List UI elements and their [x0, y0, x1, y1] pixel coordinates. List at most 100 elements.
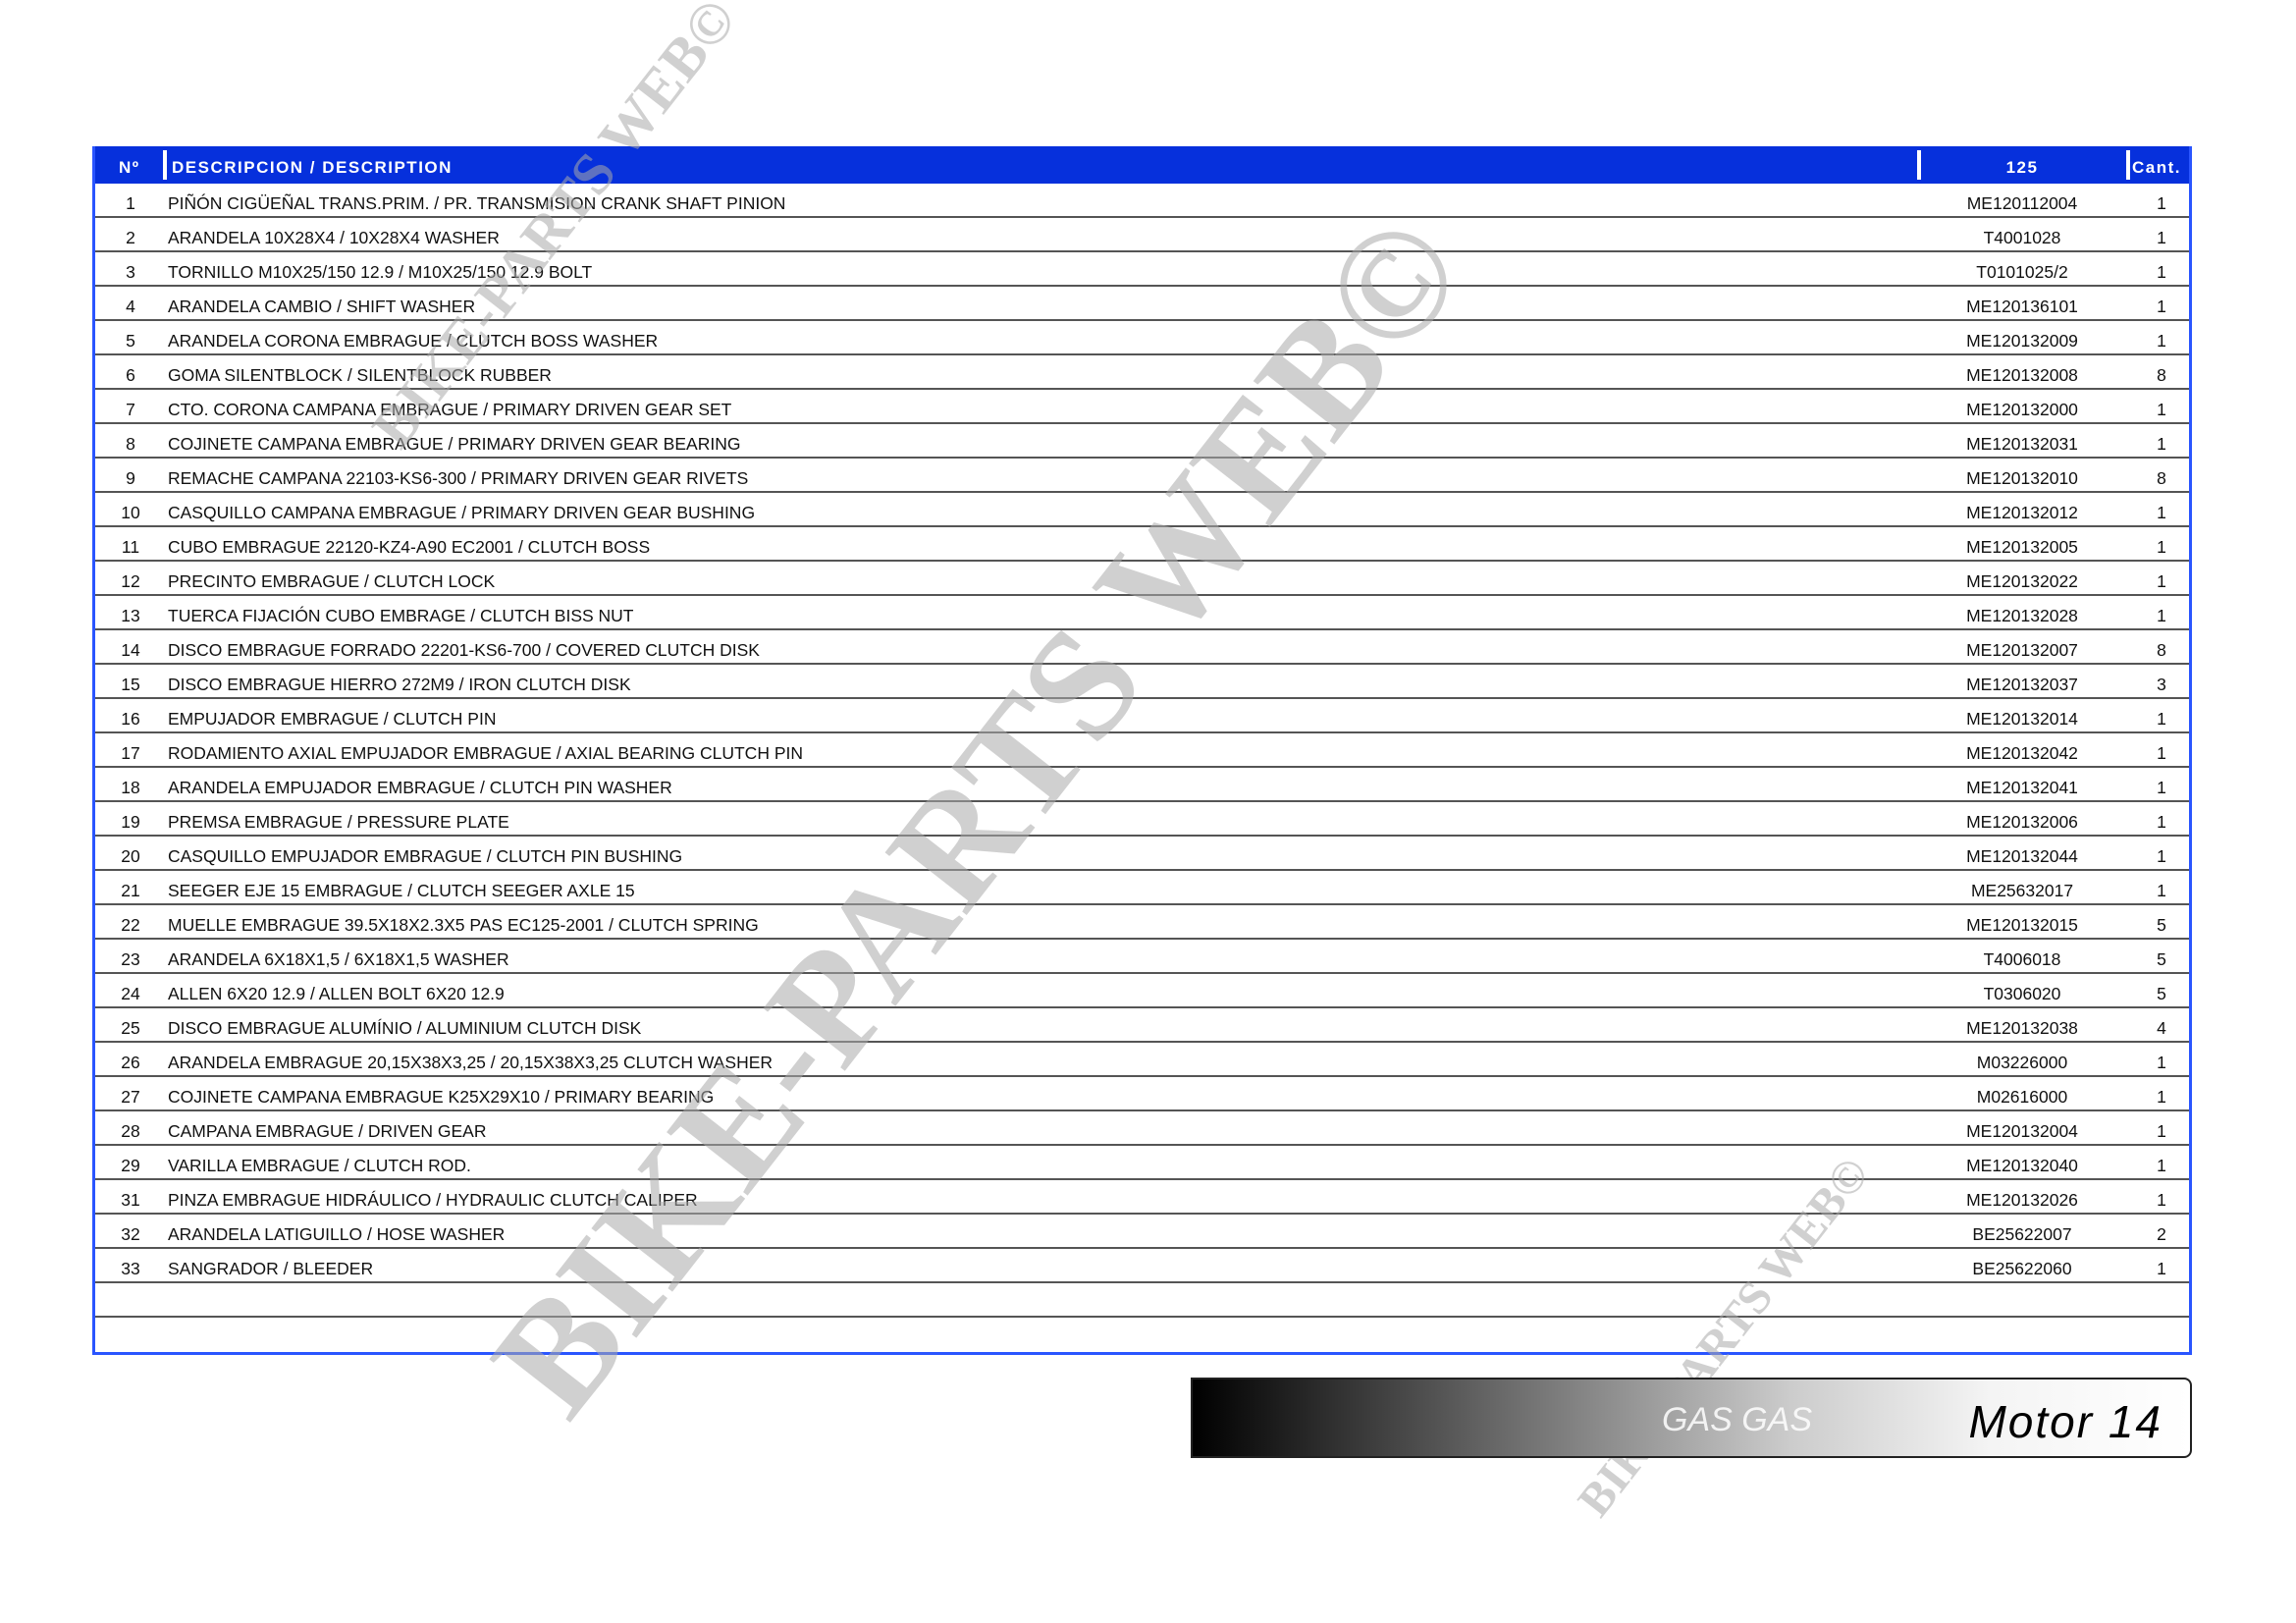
part-reference: T0306020 — [1983, 984, 2061, 1003]
item-number: 2 — [126, 228, 135, 247]
item-quantity: 2 — [2157, 1224, 2166, 1244]
empty-row — [95, 1283, 2189, 1318]
item-description: ARANDELA 6X18X1,5 / 6X18X1,5 WASHER — [168, 949, 509, 969]
item-number: 8 — [126, 434, 135, 454]
item-quantity: 3 — [2157, 675, 2166, 694]
item-number: 4 — [126, 297, 135, 316]
item-number: 9 — [126, 468, 135, 488]
item-number: 29 — [121, 1156, 140, 1175]
item-number: 21 — [121, 881, 140, 900]
item-number: 22 — [121, 915, 140, 935]
item-number: 5 — [126, 331, 135, 351]
item-quantity: 1 — [2157, 537, 2166, 557]
table-row: 5 ARANDELA CORONA EMBRAGUE / CLUTCH BOSS … — [95, 321, 2189, 355]
part-reference: M02616000 — [1976, 1087, 2068, 1107]
section-title: Motor 14 — [1968, 1396, 2163, 1447]
item-quantity: 1 — [2157, 571, 2166, 591]
table-row: 2 ARANDELA 10X28X4 / 10X28X4 WASHER T40010… — [95, 218, 2189, 252]
item-quantity: 1 — [2157, 1156, 2166, 1175]
table-row: 23 ARANDELA 6X18X1,5 / 6X18X1,5 WASHER T40… — [95, 940, 2189, 974]
table-row: 6 GOMA SILENTBLOCK / SILENTBLOCK RUBBER ME… — [95, 355, 2189, 390]
item-number: 6 — [126, 365, 135, 385]
item-description: PREMSA EMBRAGUE / PRESSURE PLATE — [168, 812, 509, 832]
item-number: 15 — [121, 675, 140, 694]
item-description: ARANDELA LATIGUILLO / HOSE WASHER — [168, 1224, 506, 1244]
part-reference: ME25632017 — [1970, 881, 2074, 900]
table-row: 16 EMPUJADOR EMBRAGUE / CLUTCH PIN ME12013… — [95, 699, 2189, 733]
header-qty: Cant. — [2132, 158, 2181, 177]
header-description: DESCRIPCION / DESCRIPTION — [172, 158, 453, 177]
item-description: DISCO EMBRAGUE FORRADO 22201-KS6-700 / C… — [168, 640, 760, 660]
table-row: 12 PRECINTO EMBRAGUE / CLUTCH LOCK ME12013… — [95, 562, 2189, 596]
item-description: ARANDELA 10X28X4 / 10X28X4 WASHER — [168, 228, 500, 247]
item-description: PIÑÓN CIGÜEÑAL TRANS.PRIM. / PR. TRANSMI… — [168, 193, 786, 213]
header-no: Nº — [119, 158, 140, 177]
part-reference: ME120132000 — [1966, 400, 2078, 419]
item-number: 24 — [121, 984, 140, 1003]
item-quantity: 8 — [2157, 468, 2166, 488]
item-description: MUELLE EMBRAGUE 39.5X18X2.3X5 PAS EC125-… — [168, 915, 759, 935]
item-description: CASQUILLO EMPUJADOR EMBRAGUE / CLUTCH PI… — [168, 846, 683, 866]
item-quantity: 1 — [2157, 1087, 2166, 1107]
part-reference: ME120132031 — [1966, 434, 2078, 454]
part-reference: M03226000 — [1976, 1053, 2068, 1072]
item-number: 3 — [126, 262, 135, 282]
part-reference: ME120132041 — [1966, 778, 2078, 797]
part-reference: ME120132037 — [1966, 675, 2078, 694]
table-row: 13 TUERCA FIJACIÓN CUBO EMBRAGE / CLUTCH … — [95, 596, 2189, 630]
table-row: 15 DISCO EMBRAGUE HIERRO 272M9 / IRON CLU… — [95, 665, 2189, 699]
part-reference: ME120112004 — [1966, 193, 2078, 213]
item-number: 28 — [121, 1121, 140, 1141]
item-number: 10 — [121, 503, 140, 522]
item-quantity: 1 — [2157, 709, 2166, 729]
item-number: 11 — [121, 537, 140, 557]
item-number: 17 — [121, 743, 140, 763]
item-description: ARANDELA EMBRAGUE 20,15X38X3,25 / 20,15X… — [168, 1053, 774, 1072]
part-reference: ME120132038 — [1966, 1018, 2078, 1038]
item-description: ALLEN 6X20 12.9 / ALLEN BOLT 6X20 12.9 — [168, 984, 505, 1003]
item-quantity: 1 — [2157, 1121, 2166, 1141]
part-reference: ME120132026 — [1966, 1190, 2078, 1210]
table-row: 3 TORNILLO M10X25/150 12.9 / M10X25/150 1… — [95, 252, 2189, 287]
item-description: SANGRADOR / BLEEDER — [168, 1259, 374, 1278]
table-row: 24 ALLEN 6X20 12.9 / ALLEN BOLT 6X20 12.9… — [95, 974, 2189, 1008]
item-number: 23 — [121, 949, 140, 969]
table-row: 11 CUBO EMBRAGUE 22120-KZ4-A90 EC2001 / C… — [95, 527, 2189, 562]
item-quantity: 1 — [2157, 606, 2166, 625]
part-reference: ME120132012 — [1966, 503, 2078, 522]
part-reference: ME120132042 — [1966, 743, 2078, 763]
item-description: PINZA EMBRAGUE HIDRÁULICO / HYDRAULIC CL… — [168, 1190, 698, 1210]
item-quantity: 1 — [2157, 1259, 2166, 1278]
item-number: 20 — [121, 846, 140, 866]
table-row: 20 CASQUILLO EMPUJADOR EMBRAGUE / CLUTCH … — [95, 837, 2189, 871]
column-divider — [163, 150, 167, 180]
item-description: ARANDELA CAMBIO / SHIFT WASHER — [168, 297, 476, 316]
table-row: 21 SEEGER EJE 15 EMBRAGUE / CLUTCH SEEGER… — [95, 871, 2189, 905]
table-row: 14 DISCO EMBRAGUE FORRADO 22201-KS6-700 /… — [95, 630, 2189, 665]
part-reference: ME120132010 — [1966, 468, 2078, 488]
item-number: 13 — [121, 606, 140, 625]
column-divider — [2126, 150, 2130, 180]
item-description: COJINETE CAMPANA EMBRAGUE K25X29X10 / PR… — [168, 1087, 715, 1107]
item-number: 19 — [121, 812, 140, 832]
empty-row — [95, 1318, 2189, 1352]
item-number: 25 — [121, 1018, 140, 1038]
table-row: 26 ARANDELA EMBRAGUE 20,15X38X3,25 / 20,1… — [95, 1043, 2189, 1077]
item-number: 12 — [121, 571, 140, 591]
column-divider — [1917, 150, 1921, 180]
part-reference: BE25622060 — [1972, 1259, 2072, 1278]
item-quantity: 1 — [2157, 743, 2166, 763]
part-reference: ME120132006 — [1966, 812, 2078, 832]
item-quantity: 1 — [2157, 1053, 2166, 1072]
item-description: DISCO EMBRAGUE HIERRO 272M9 / IRON CLUTC… — [168, 675, 631, 694]
item-description: TUERCA FIJACIÓN CUBO EMBRAGE / CLUTCH BI… — [168, 606, 634, 625]
table-row: 7 CTO. CORONA CAMPANA EMBRAGUE / PRIMARY … — [95, 390, 2189, 424]
table-row: 8 COJINETE CAMPANA EMBRAGUE / PRIMARY DRI… — [95, 424, 2189, 459]
part-reference: ME120132040 — [1966, 1156, 2078, 1175]
item-description: REMACHE CAMPANA 22103-KS6-300 / PRIMARY … — [168, 468, 749, 488]
item-quantity: 8 — [2157, 640, 2166, 660]
table-row: 9 REMACHE CAMPANA 22103-KS6-300 / PRIMARY… — [95, 459, 2189, 493]
item-description: CUBO EMBRAGUE 22120-KZ4-A90 EC2001 / CLU… — [168, 537, 651, 557]
item-quantity: 1 — [2157, 778, 2166, 797]
table-header: Nº DESCRIPCION / DESCRIPTION 125 Cant. — [95, 146, 2189, 184]
